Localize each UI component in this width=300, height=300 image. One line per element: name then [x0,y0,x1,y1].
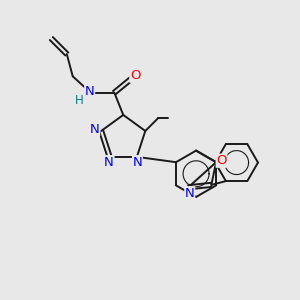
Text: O: O [130,69,140,82]
Text: O: O [216,154,227,167]
Text: N: N [85,85,94,98]
Text: N: N [90,123,100,136]
Text: N: N [185,187,195,200]
Text: N: N [133,156,142,169]
Text: H: H [75,94,84,106]
Text: N: N [104,156,114,169]
